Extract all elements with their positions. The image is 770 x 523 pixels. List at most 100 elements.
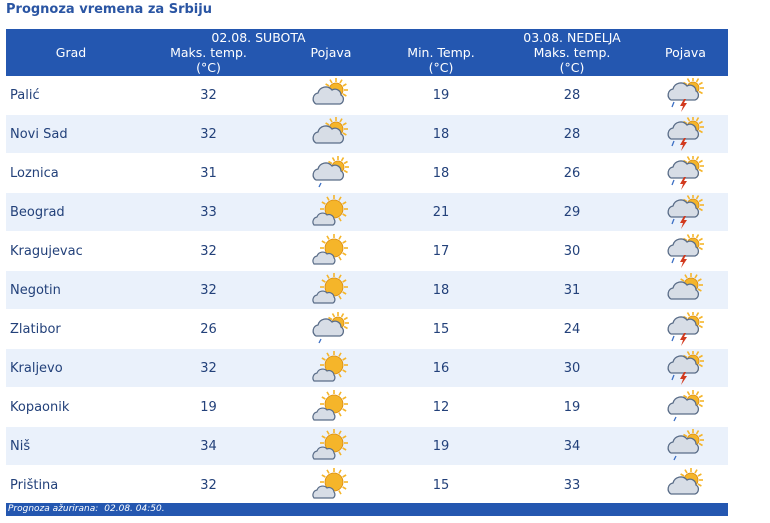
day1-phenomenon bbox=[281, 114, 381, 154]
table-row: Palić 32 19 28 bbox=[6, 76, 728, 115]
table-row: Loznica 31 18 26 bbox=[6, 153, 728, 193]
day2-phenomenon bbox=[643, 426, 728, 466]
thunderstorm-icon bbox=[667, 351, 704, 385]
sunny-cloud-icon bbox=[312, 234, 348, 265]
day2-max-temp: 19 bbox=[501, 387, 643, 427]
header-day2-max-unit: (°C) bbox=[559, 60, 585, 75]
table-header: Grad 02.08. SUBOTA Maks. temp. (°C) Poja… bbox=[6, 29, 728, 76]
header-day1-max: Maks. temp. bbox=[170, 45, 247, 60]
day2-min-temp: 18 bbox=[381, 270, 501, 310]
city-name: Novi Sad bbox=[6, 114, 136, 154]
day1-date: 02.08. SUBOTA bbox=[211, 30, 306, 45]
day2-phenomenon bbox=[643, 114, 728, 154]
day1-phenomenon bbox=[281, 153, 381, 193]
day1-max-temp: 32 bbox=[136, 231, 281, 271]
thunderstorm-icon bbox=[667, 156, 704, 190]
day2-min-temp: 18 bbox=[381, 153, 501, 193]
header-city: Grad bbox=[6, 29, 136, 76]
page-title: Prognoza vremena za Srbiju bbox=[6, 2, 212, 17]
day1-phenomenon bbox=[281, 270, 381, 310]
rain-sun-cloud-icon bbox=[667, 429, 704, 461]
thunderstorm-icon bbox=[667, 234, 704, 268]
day1-max-temp: 31 bbox=[136, 153, 281, 193]
sun-cloud-icon bbox=[312, 117, 348, 144]
day2-phenomenon bbox=[643, 231, 728, 271]
header-day1-max-unit: (°C) bbox=[196, 60, 221, 75]
day2-phenomenon bbox=[643, 465, 728, 505]
day2-min-temp: 12 bbox=[381, 387, 501, 427]
sunny-cloud-icon bbox=[312, 468, 348, 499]
header-day2: Min. Temp. (°C) 03.08. NEDELJA Maks. tem… bbox=[381, 29, 728, 76]
table-row: Kraljevo 32 16 30 bbox=[6, 348, 728, 388]
rain-sun-cloud-icon bbox=[667, 390, 704, 422]
table-row: Kopaonik 19 12 19 bbox=[6, 387, 728, 427]
header-day2-phenomenon: Pojava bbox=[665, 45, 706, 60]
day1-max-temp: 32 bbox=[136, 76, 281, 115]
sun-cloud-icon bbox=[312, 78, 348, 105]
header-day2-min-unit: (°C) bbox=[428, 60, 454, 75]
thunderstorm-icon bbox=[667, 312, 704, 346]
sunny-cloud-icon bbox=[312, 351, 348, 382]
day2-min-temp: 17 bbox=[381, 231, 501, 271]
day2-phenomenon bbox=[643, 153, 728, 193]
day2-min-temp: 19 bbox=[381, 76, 501, 115]
day1-max-temp: 32 bbox=[136, 348, 281, 388]
day1-max-temp: 32 bbox=[136, 114, 281, 154]
sunny-cloud-icon bbox=[312, 195, 348, 226]
day2-max-temp: 30 bbox=[501, 231, 643, 271]
day2-min-temp: 15 bbox=[381, 465, 501, 505]
thunderstorm-icon bbox=[667, 78, 704, 112]
table-row: Zlatibor 26 15 24 bbox=[6, 309, 728, 349]
day2-max-temp: 28 bbox=[501, 114, 643, 154]
city-name: Zlatibor bbox=[6, 309, 136, 349]
header-day1: 02.08. SUBOTA Maks. temp. (°C) Pojava bbox=[136, 29, 381, 76]
thunderstorm-icon bbox=[667, 117, 704, 151]
day1-max-temp: 32 bbox=[136, 465, 281, 505]
header-day1-phenomenon: Pojava bbox=[310, 45, 352, 60]
table-row: Niš 34 19 34 bbox=[6, 426, 728, 466]
forecast-table-container: Grad 02.08. SUBOTA Maks. temp. (°C) Poja… bbox=[6, 29, 728, 505]
city-name: Beograd bbox=[6, 192, 136, 232]
day2-date: 03.08. NEDELJA bbox=[523, 30, 621, 45]
day1-phenomenon bbox=[281, 309, 381, 349]
table-row: Kragujevac 32 17 30 bbox=[6, 231, 728, 271]
day2-max-temp: 29 bbox=[501, 192, 643, 232]
header-day2-min: Min. Temp. bbox=[407, 45, 475, 60]
day2-max-temp: 28 bbox=[501, 76, 643, 115]
table-row: Negotin 32 18 31 bbox=[6, 270, 728, 310]
day1-phenomenon bbox=[281, 426, 381, 466]
city-name: Kopaonik bbox=[6, 387, 136, 427]
sun-cloud-icon bbox=[667, 273, 703, 300]
city-name: Loznica bbox=[6, 153, 136, 193]
city-name: Priština bbox=[6, 465, 136, 505]
day2-max-temp: 24 bbox=[501, 309, 643, 349]
day2-phenomenon bbox=[643, 309, 728, 349]
city-name: Kraljevo bbox=[6, 348, 136, 388]
day1-max-temp: 19 bbox=[136, 387, 281, 427]
day1-max-temp: 33 bbox=[136, 192, 281, 232]
table-row: Beograd 33 21 29 bbox=[6, 192, 728, 232]
table-row: Novi Sad 32 18 28 bbox=[6, 114, 728, 154]
day1-phenomenon bbox=[281, 231, 381, 271]
city-name: Negotin bbox=[6, 270, 136, 310]
forecast-table: Grad 02.08. SUBOTA Maks. temp. (°C) Poja… bbox=[6, 29, 728, 505]
thunderstorm-icon bbox=[667, 195, 704, 229]
day1-phenomenon bbox=[281, 348, 381, 388]
footer-label: Prognoza ažurirana: bbox=[8, 504, 99, 514]
day1-phenomenon bbox=[281, 192, 381, 232]
day2-min-temp: 21 bbox=[381, 192, 501, 232]
city-name: Palić bbox=[6, 76, 136, 115]
sunny-cloud-icon bbox=[312, 390, 348, 421]
rain-sun-cloud-icon bbox=[312, 312, 349, 344]
day2-phenomenon bbox=[643, 348, 728, 388]
day2-phenomenon bbox=[643, 387, 728, 427]
table-row: Priština 32 15 33 bbox=[6, 465, 728, 505]
rain-sun-cloud-icon bbox=[312, 156, 349, 188]
update-footer: Prognoza ažurirana: 02.08. 04:50. bbox=[6, 503, 728, 516]
city-name: Kragujevac bbox=[6, 231, 136, 271]
day2-max-temp: 31 bbox=[501, 270, 643, 310]
footer-value: 02.08. 04:50. bbox=[104, 504, 165, 514]
table-body: Palić 32 19 28 Novi Sad 32 18 28 Loznica 31 18 26 Be… bbox=[6, 76, 728, 505]
day2-phenomenon bbox=[643, 76, 728, 115]
sunny-cloud-icon bbox=[312, 273, 348, 304]
